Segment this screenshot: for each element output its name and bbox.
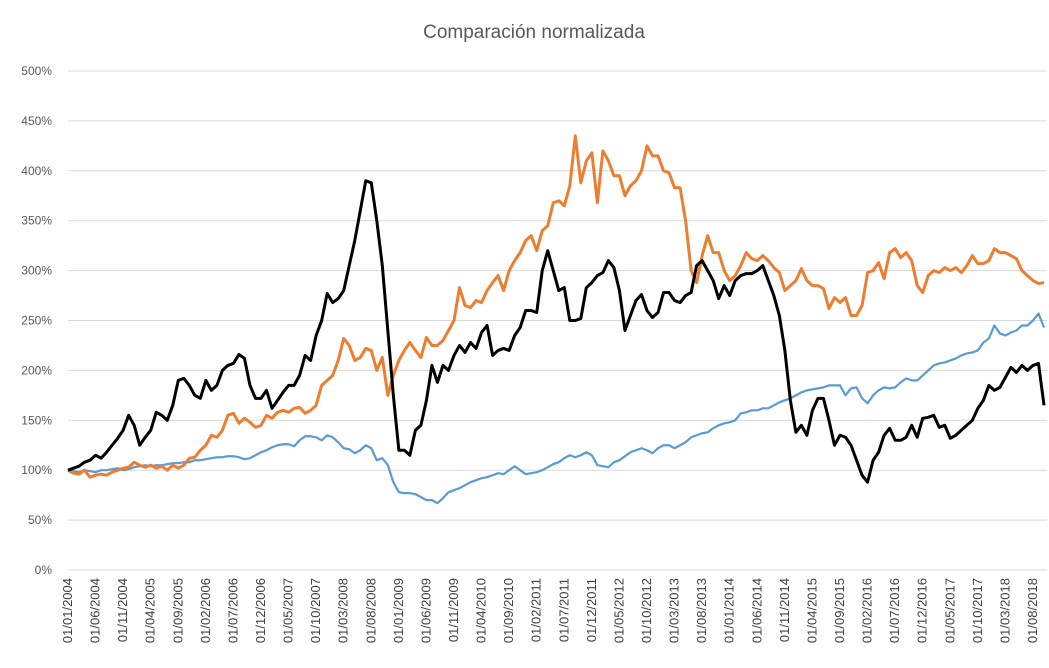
series-line [67,312,1046,505]
x-tick-label: 01/01/2014 [722,578,737,643]
x-tick-label: 01/07/2011 [556,578,571,642]
y-tick-label: 250% [21,314,52,328]
x-tick-label: 01/10/2017 [970,578,985,643]
x-tick-label: 01/02/2006 [198,578,213,643]
x-tick-label: 01/04/2010 [474,578,489,643]
x-tick-label: 01/05/2017 [942,578,957,643]
x-tick-label: 01/01/2009 [391,578,406,643]
x-tick-label: 01/08/2013 [694,578,709,643]
x-tick-label: 01/02/2016 [860,578,875,643]
y-tick-label: 400% [21,164,52,178]
y-tick-label: 450% [21,114,52,128]
x-tick-label: 01/05/2007 [281,578,296,643]
y-tick-label: 50% [28,513,52,527]
x-tick-label: 01/03/2008 [336,578,351,643]
x-tick-label: 01/07/2016 [887,578,902,643]
x-tick-label: 01/06/2009 [418,578,433,643]
x-tick-label: 01/06/2004 [88,578,103,643]
x-tick-label: 01/09/2010 [501,578,516,643]
x-tick-label: 01/08/2008 [363,578,378,643]
x-tick-label: 01/03/2013 [667,578,682,643]
x-tick-label: 01/08/2018 [1025,578,1040,643]
x-tick-label: 01/11/2009 [446,578,461,642]
x-tick-label: 01/11/2014 [777,578,792,642]
x-tick-label: 01/04/2015 [804,578,819,643]
x-tick-label: 01/01/2004 [60,578,75,643]
x-tick-label: 01/10/2012 [639,578,654,643]
x-tick-label: 01/12/2006 [253,578,268,643]
y-tick-label: 300% [21,264,52,278]
series-line [67,134,1045,479]
x-tick-label: 01/09/2015 [832,578,847,643]
y-tick-label: 200% [21,363,52,377]
y-tick-label: 150% [21,413,52,427]
chart-title: Comparación normalizada [423,22,645,43]
x-tick-label: 01/12/2011 [584,578,599,642]
x-tick-label: 01/07/2006 [225,578,240,643]
y-tick-label: 0% [35,563,53,577]
series-line [67,179,1046,484]
x-tick-label: 01/05/2012 [611,578,626,643]
y-tick-label: 500% [21,64,52,78]
x-tick-label: 01/03/2018 [997,578,1012,643]
x-tick-label: 01/04/2005 [143,578,158,643]
y-tick-label: 350% [21,214,52,228]
x-tick-label: 01/10/2007 [308,578,323,643]
x-tick-label: 01/11/2004 [115,578,130,642]
x-tick-label: 01/06/2014 [749,578,764,643]
x-tick-label: 01/12/2016 [915,578,930,643]
x-tick-label: 01/09/2005 [170,578,185,643]
x-tick-label: 01/02/2011 [529,578,544,642]
y-tick-label: 100% [21,463,52,477]
